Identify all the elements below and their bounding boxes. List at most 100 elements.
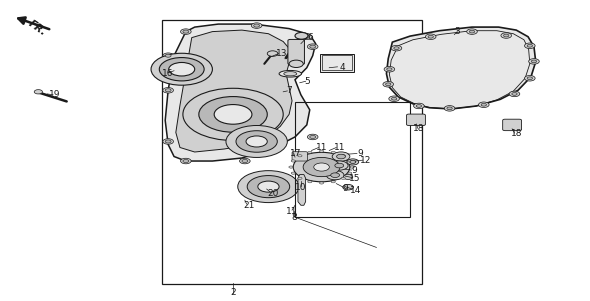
Ellipse shape xyxy=(319,150,324,152)
Ellipse shape xyxy=(527,77,532,80)
Ellipse shape xyxy=(293,152,350,182)
Bar xyxy=(320,54,354,72)
Ellipse shape xyxy=(310,135,316,138)
Text: 10: 10 xyxy=(295,183,307,192)
FancyBboxPatch shape xyxy=(407,114,425,126)
Ellipse shape xyxy=(392,97,396,100)
Polygon shape xyxy=(176,30,292,152)
FancyBboxPatch shape xyxy=(288,39,304,64)
Text: 17: 17 xyxy=(290,149,302,158)
Ellipse shape xyxy=(291,160,296,162)
Ellipse shape xyxy=(350,160,356,163)
Ellipse shape xyxy=(299,155,309,161)
Ellipse shape xyxy=(332,152,350,161)
Ellipse shape xyxy=(417,104,421,107)
Ellipse shape xyxy=(478,102,489,107)
Text: 21: 21 xyxy=(243,201,255,210)
Ellipse shape xyxy=(242,160,248,163)
Ellipse shape xyxy=(389,96,399,101)
Text: 14: 14 xyxy=(349,186,361,195)
Ellipse shape xyxy=(343,185,353,190)
Ellipse shape xyxy=(394,47,399,50)
Text: 7: 7 xyxy=(286,86,292,95)
Text: 20: 20 xyxy=(267,189,278,198)
Ellipse shape xyxy=(470,30,474,33)
Ellipse shape xyxy=(181,29,191,34)
Ellipse shape xyxy=(529,59,539,64)
Ellipse shape xyxy=(335,163,343,168)
Ellipse shape xyxy=(183,160,189,163)
Ellipse shape xyxy=(314,163,329,171)
Ellipse shape xyxy=(501,33,512,38)
Ellipse shape xyxy=(336,154,346,159)
Ellipse shape xyxy=(165,89,171,92)
Ellipse shape xyxy=(258,181,279,192)
Text: 15: 15 xyxy=(349,174,361,183)
Ellipse shape xyxy=(236,131,277,152)
Ellipse shape xyxy=(307,44,318,49)
Ellipse shape xyxy=(425,34,436,39)
Ellipse shape xyxy=(387,68,392,71)
Ellipse shape xyxy=(391,45,402,51)
Ellipse shape xyxy=(307,134,318,140)
Ellipse shape xyxy=(151,53,212,85)
Text: 6: 6 xyxy=(307,33,313,42)
Ellipse shape xyxy=(165,140,171,143)
Text: 9: 9 xyxy=(357,149,363,158)
Ellipse shape xyxy=(308,181,312,183)
Text: 18: 18 xyxy=(413,124,425,133)
Ellipse shape xyxy=(279,70,301,77)
Text: 2: 2 xyxy=(230,288,236,297)
Ellipse shape xyxy=(319,182,324,184)
Ellipse shape xyxy=(34,90,42,94)
Ellipse shape xyxy=(341,177,345,179)
Ellipse shape xyxy=(267,51,278,56)
Ellipse shape xyxy=(240,158,250,164)
Ellipse shape xyxy=(341,155,345,157)
Ellipse shape xyxy=(347,159,359,165)
Ellipse shape xyxy=(226,126,287,157)
Text: 3: 3 xyxy=(454,27,460,36)
Ellipse shape xyxy=(251,23,262,28)
Ellipse shape xyxy=(525,76,535,81)
Ellipse shape xyxy=(348,172,352,174)
Ellipse shape xyxy=(254,24,260,27)
Ellipse shape xyxy=(169,63,195,76)
Text: 19: 19 xyxy=(48,90,60,99)
Ellipse shape xyxy=(295,33,308,39)
Ellipse shape xyxy=(532,60,537,63)
Ellipse shape xyxy=(159,57,204,81)
Text: 8: 8 xyxy=(291,213,297,222)
Ellipse shape xyxy=(301,157,307,160)
Ellipse shape xyxy=(326,171,344,180)
Ellipse shape xyxy=(447,107,452,110)
Text: FR.: FR. xyxy=(27,18,48,37)
Ellipse shape xyxy=(527,44,532,47)
Ellipse shape xyxy=(331,181,335,183)
Text: 11: 11 xyxy=(333,143,345,152)
Ellipse shape xyxy=(503,34,509,37)
Ellipse shape xyxy=(238,171,299,203)
Polygon shape xyxy=(386,27,536,109)
Ellipse shape xyxy=(383,82,394,87)
Text: 11: 11 xyxy=(286,207,298,216)
Text: 9: 9 xyxy=(351,166,357,175)
Bar xyxy=(162,20,422,284)
Ellipse shape xyxy=(298,155,302,157)
Bar xyxy=(295,102,410,217)
Ellipse shape xyxy=(444,106,455,111)
Ellipse shape xyxy=(330,161,348,170)
Text: 4: 4 xyxy=(339,63,345,72)
Ellipse shape xyxy=(289,60,303,67)
Ellipse shape xyxy=(199,97,267,132)
Ellipse shape xyxy=(163,88,173,93)
Ellipse shape xyxy=(291,172,296,174)
Ellipse shape xyxy=(330,173,339,178)
Ellipse shape xyxy=(301,34,312,39)
Ellipse shape xyxy=(163,139,173,144)
FancyBboxPatch shape xyxy=(503,119,522,131)
FancyBboxPatch shape xyxy=(292,152,307,161)
Ellipse shape xyxy=(343,175,353,179)
Ellipse shape xyxy=(525,43,535,48)
Ellipse shape xyxy=(247,175,290,198)
